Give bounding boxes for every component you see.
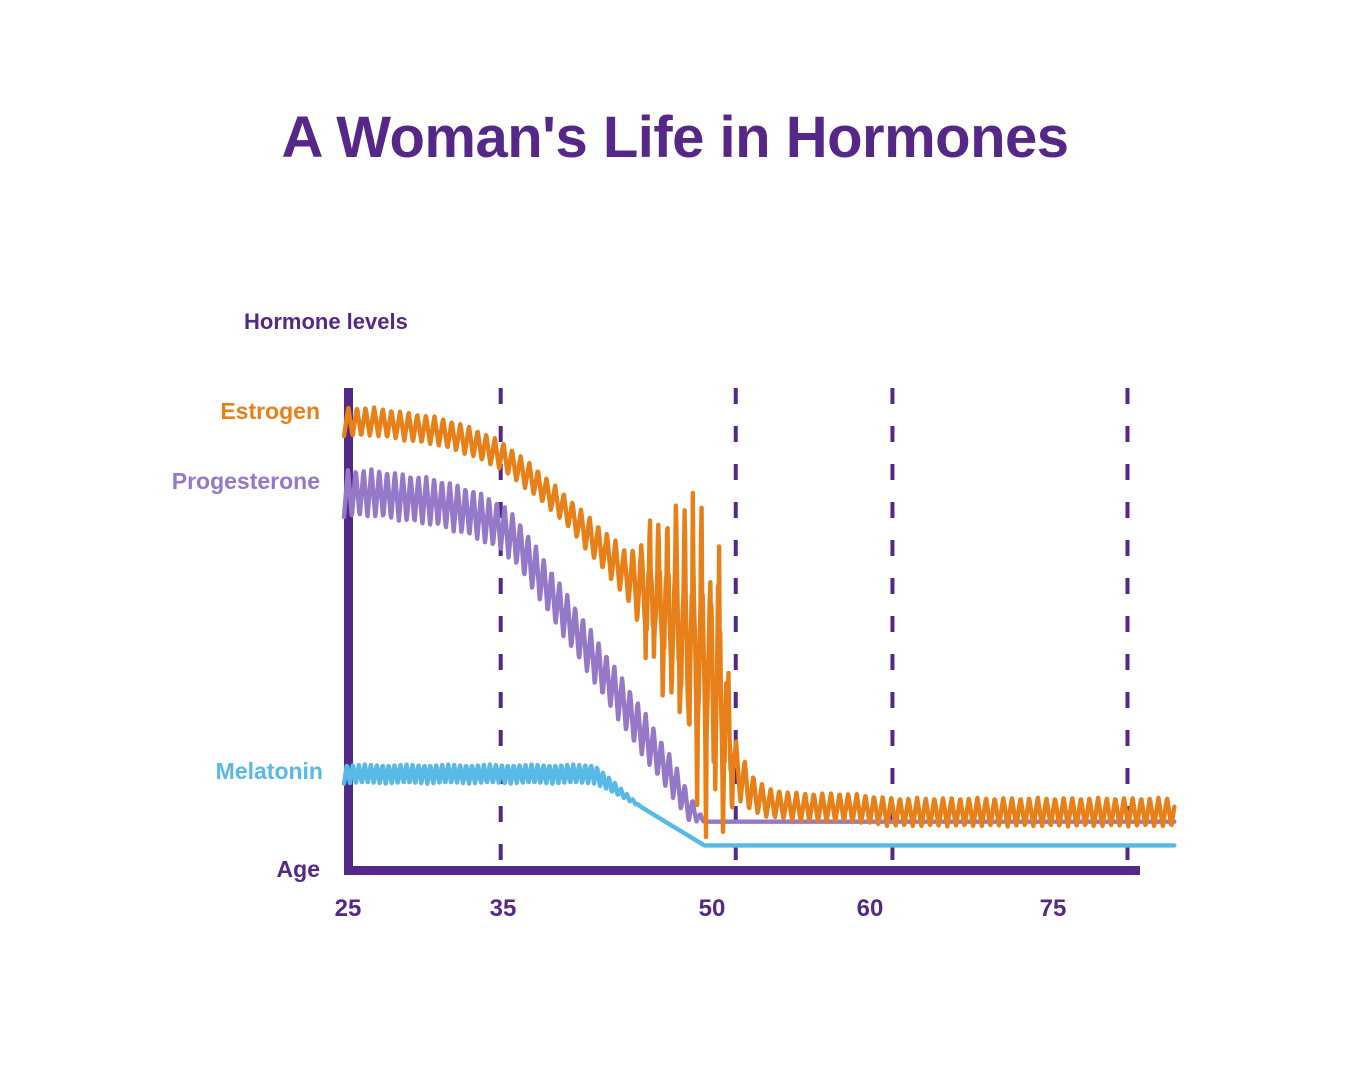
x-axis-line [344,866,1140,875]
x-tick-label: 75 [1039,895,1067,922]
line-melatonin [341,762,1177,848]
series-label-estrogen: Estrogen [220,398,320,424]
x-tick-label: 35 [489,895,517,922]
x-tick-label: 60 [856,895,884,922]
series-lines [341,405,1177,848]
x-tick-label: 25 [334,895,362,922]
x-tick-label: 50 [698,895,726,922]
series-label-progesterone: Progesterone [171,468,320,494]
x-axis-title: Age [276,856,320,882]
line-estrogen [341,405,1177,840]
series-label-melatonin: Melatonin [215,758,323,784]
axis-lines [344,388,1140,875]
page-title: A Woman's Life in Hormones [281,105,1069,170]
y-axis-line [344,388,353,875]
y-axis-title: Hormone levels [244,309,408,334]
